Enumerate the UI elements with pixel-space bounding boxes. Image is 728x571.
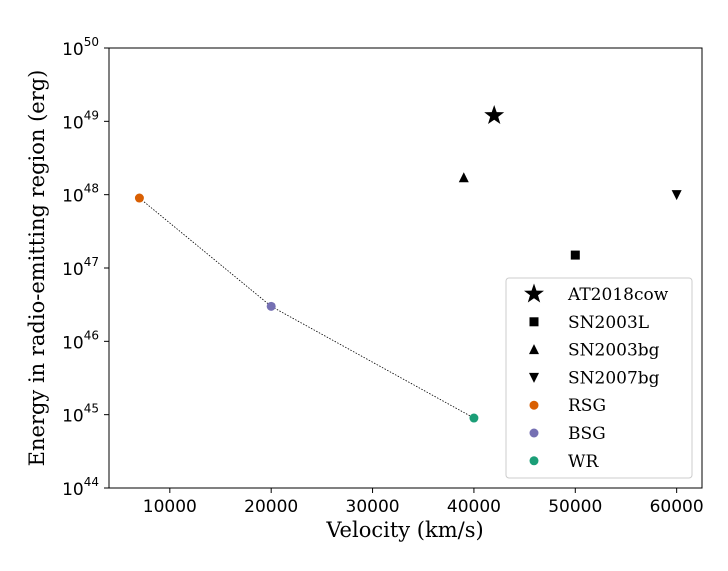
legend-frame — [505, 277, 693, 479]
legend-label-bsg: BSG — [568, 424, 606, 444]
data-point-at2018cow — [484, 105, 505, 125]
y-tick-label: 1044 — [62, 475, 99, 500]
connector-polyline — [139, 197, 475, 419]
legend-label-rsg: RSG — [568, 396, 606, 416]
data-point-sn2003bg — [458, 172, 469, 183]
y-tick-label: 1050 — [62, 35, 99, 60]
y-tick-label: 1045 — [62, 402, 99, 427]
data-point-wr — [469, 413, 479, 423]
x-tick-label: 30000 — [346, 497, 400, 517]
x-tick-label: 60000 — [650, 497, 704, 517]
legend-label-wr: WR — [568, 452, 599, 472]
legend-marker-bsg — [529, 428, 539, 438]
legend-marker-wr — [529, 456, 539, 466]
data-point-sn2003l — [570, 250, 580, 260]
y-tick-label: 1046 — [62, 328, 99, 353]
legend-marker-sn2003l — [529, 317, 539, 327]
legend-marker-sn2007bg — [529, 372, 539, 383]
x-tick-label: 10000 — [143, 497, 197, 517]
y-tick-label: 1049 — [62, 108, 99, 133]
data-point-rsg — [134, 193, 144, 203]
x-axis-title: Velocity (km/s) — [325, 518, 483, 542]
y-axis-ticks: 1044 1045 1046 1047 1048 1049 1050 — [62, 35, 109, 500]
y-tick-label: 1047 — [62, 255, 99, 280]
legend-label-sn2007bg: SN2007bg — [568, 368, 660, 388]
x-axis-ticks: 10000 20000 30000 40000 50000 60000 — [143, 488, 704, 517]
legend-label-at2018cow: AT2018cow — [567, 285, 669, 305]
legend: AT2018cow SN2003L SN2003bg SN2007bg RSG BSG WR — [505, 277, 693, 479]
legend-marker-sn2003bg — [529, 344, 539, 355]
y-axis-title: Energy in radio-emitting region (erg) — [25, 70, 49, 467]
data-point-bsg — [266, 301, 276, 311]
legend-marker-rsg — [529, 400, 539, 410]
y-tick-label: 1048 — [62, 182, 99, 207]
x-tick-label: 40000 — [447, 497, 501, 517]
legend-marker-at2018cow — [524, 283, 544, 303]
x-tick-label: 20000 — [244, 497, 298, 517]
legend-label-sn2003bg: SN2003bg — [568, 341, 660, 361]
legend-label-sn2003l: SN2003L — [568, 313, 649, 333]
connector-line — [139, 197, 475, 419]
data-points — [134, 105, 682, 423]
x-tick-label: 50000 — [548, 497, 602, 517]
data-point-sn2007bg — [671, 190, 682, 201]
